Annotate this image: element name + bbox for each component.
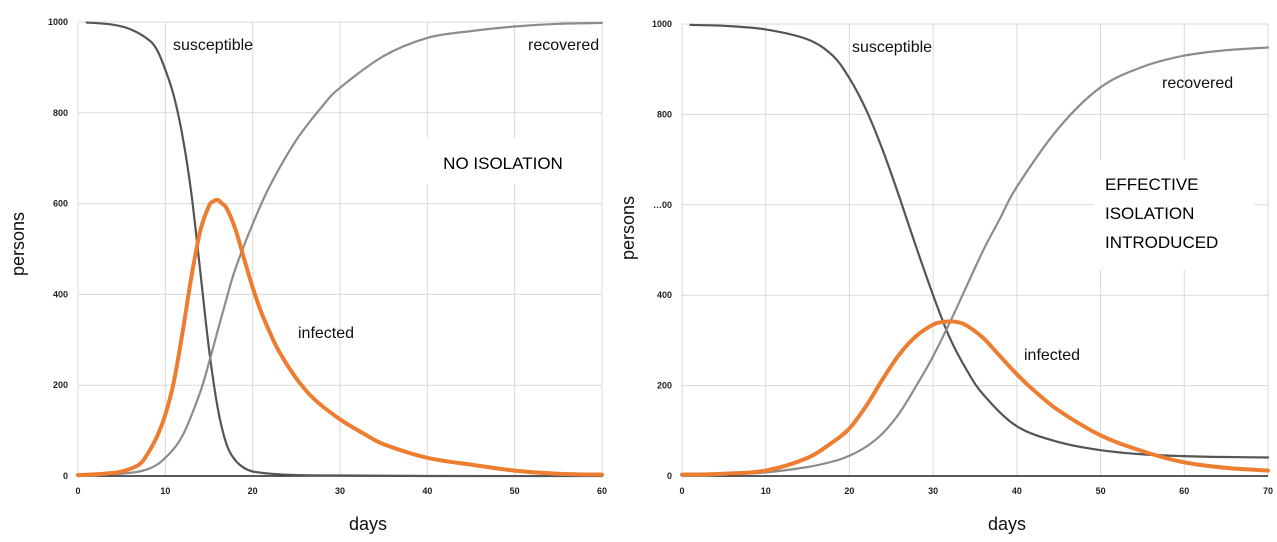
x-tick-label: 50 [510, 486, 520, 496]
y-axis-title: persons [8, 212, 28, 276]
series-label-susceptible: susceptible [852, 39, 932, 56]
x-tick-label: 0 [679, 486, 684, 496]
chart-effective-isolation: 0 10 20 30 40 50 60 70 0 200 400 …00 800 1000 suscept… [618, 19, 1273, 534]
x-tick-label: 20 [844, 486, 854, 496]
x-axis-title: days [988, 514, 1026, 534]
series-line-infected [680, 319, 1270, 477]
annotation-line: ISOLATION [1105, 204, 1194, 223]
x-tick-label: 10 [761, 486, 771, 496]
annotation-background [418, 138, 588, 184]
series-lines [680, 23, 1270, 478]
series-line-recovered [76, 21, 604, 478]
y-tick-label: …00 [653, 200, 672, 210]
y-tick-label: 1000 [652, 19, 672, 29]
annotation-line: INTRODUCED [1105, 233, 1218, 252]
x-tick-label: 70 [1263, 486, 1273, 496]
y-tick-label: 200 [53, 380, 68, 390]
x-tick-label: 30 [335, 486, 345, 496]
y-tick-label: 800 [657, 109, 672, 119]
y-tick-label: 1000 [48, 17, 68, 27]
annotation-line: NO ISOLATION [443, 154, 563, 173]
series-label-recovered: recovered [528, 37, 599, 54]
x-tick-label: 0 [75, 486, 80, 496]
annotation-line: EFFECTIVE [1105, 175, 1199, 194]
annotation-box: EFFECTIVE ISOLATION INTRODUCED [1094, 160, 1254, 270]
x-tick-label: 20 [248, 486, 258, 496]
x-tick-label: 30 [928, 486, 938, 496]
grid-lines [77, 21, 603, 477]
y-tick-label: 0 [667, 471, 672, 481]
annotation-background [1094, 160, 1254, 270]
curve-labels: susceptible recovered infected [852, 39, 1233, 364]
series-line-susceptible [85, 21, 604, 478]
series-label-susceptible: susceptible [173, 37, 253, 54]
x-tick-label: 60 [1179, 486, 1189, 496]
y-tick-label: 400 [657, 290, 672, 300]
series-line-recovered [680, 46, 1270, 478]
tick-labels: 0 10 20 30 40 50 60 70 0 200 400 …00 800 1000 [652, 19, 1273, 496]
x-tick-label: 40 [422, 486, 432, 496]
x-tick-label: 50 [1096, 486, 1106, 496]
series-label-infected: infected [1024, 347, 1080, 364]
x-tick-label: 60 [597, 486, 607, 496]
series-lines [76, 21, 604, 478]
y-tick-label: 600 [53, 199, 68, 209]
x-axis-title: days [349, 514, 387, 534]
y-tick-label: 400 [53, 289, 68, 299]
curve-labels: susceptible recovered infected [173, 37, 599, 342]
y-tick-label: 0 [63, 471, 68, 481]
series-label-recovered: recovered [1162, 75, 1233, 92]
series-line-susceptible [689, 23, 1270, 459]
y-tick-label: 200 [657, 381, 672, 391]
series-line-infected [76, 197, 604, 478]
x-tick-label: 10 [160, 486, 170, 496]
x-tick-label: 40 [1012, 486, 1022, 496]
series-label-infected: infected [298, 325, 354, 342]
y-axis-title: persons [618, 196, 638, 260]
grid-lines [681, 23, 1269, 477]
y-tick-label: 800 [53, 108, 68, 118]
series-line-infected-shadow [681, 320, 1269, 476]
annotation-box: NO ISOLATION [418, 138, 588, 184]
